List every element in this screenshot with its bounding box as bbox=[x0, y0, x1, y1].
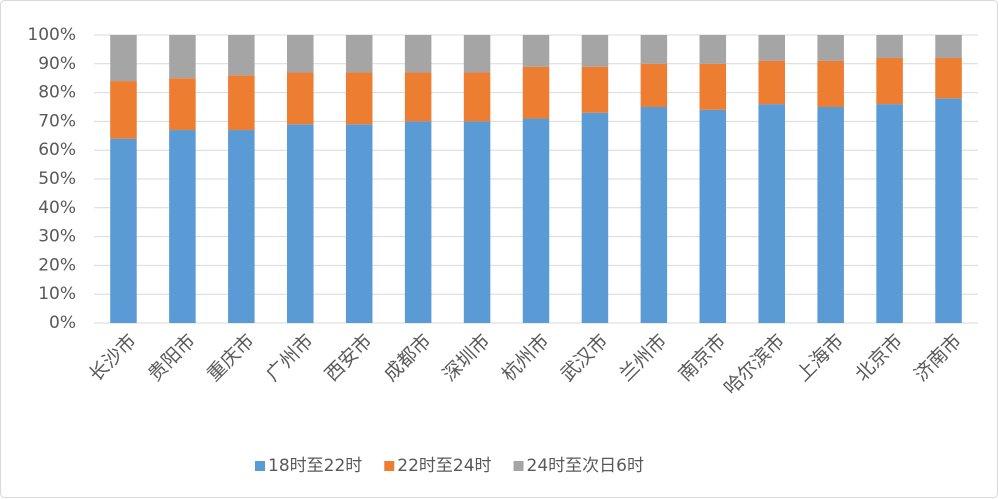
bar-segment bbox=[758, 104, 785, 324]
bar-segment bbox=[876, 58, 903, 105]
bar-segment bbox=[463, 121, 491, 324]
bar-segment bbox=[169, 78, 196, 131]
y-tick-label: 0% bbox=[49, 313, 76, 333]
legend-swatch bbox=[513, 461, 524, 471]
legend-label: 22时至24时 bbox=[397, 456, 491, 476]
legend-label: 24时至次日6时 bbox=[527, 456, 644, 476]
bar-segment bbox=[522, 35, 550, 67]
y-tick-label: 40% bbox=[38, 198, 76, 218]
bar-segment bbox=[345, 124, 373, 323]
bar-segment bbox=[110, 81, 137, 139]
bar-segment bbox=[463, 72, 491, 122]
bar-segment bbox=[876, 104, 903, 324]
bar-segment bbox=[228, 130, 255, 323]
bar-segment bbox=[640, 107, 668, 323]
y-tick-label: 90% bbox=[38, 54, 76, 74]
y-tick-label: 100% bbox=[27, 25, 76, 45]
bar-segment bbox=[935, 98, 962, 323]
bar-segment bbox=[758, 35, 785, 61]
y-tick-label: 10% bbox=[38, 284, 76, 304]
bar-segment bbox=[404, 72, 432, 122]
bar-segment bbox=[935, 35, 962, 59]
bar-segment bbox=[228, 75, 255, 131]
bar-segment bbox=[876, 35, 903, 59]
bar-segment bbox=[110, 35, 137, 82]
y-tick-label: 50% bbox=[38, 169, 76, 189]
bar-segment bbox=[581, 112, 609, 323]
bar-segment bbox=[404, 121, 432, 324]
bar-segment bbox=[699, 109, 727, 323]
bar-segment bbox=[699, 63, 727, 110]
bar-segment bbox=[817, 35, 844, 61]
bar-segment bbox=[287, 124, 314, 323]
y-tick-label: 70% bbox=[38, 111, 76, 131]
bar-segment bbox=[169, 130, 196, 323]
bar-segment bbox=[345, 72, 373, 125]
bar-segment bbox=[817, 107, 844, 323]
legend-swatch bbox=[384, 461, 395, 471]
bar-segment bbox=[404, 35, 432, 73]
bar-segment bbox=[228, 35, 255, 76]
bar-segment bbox=[581, 66, 609, 113]
bar-segment bbox=[699, 35, 727, 64]
bar-segment bbox=[581, 35, 609, 67]
bar-segment bbox=[640, 63, 668, 107]
bar-segment bbox=[287, 35, 314, 73]
legend-swatch bbox=[255, 461, 265, 471]
bar-segment bbox=[817, 60, 844, 107]
bar-segment bbox=[110, 138, 137, 323]
bar-segment bbox=[522, 66, 550, 119]
bar-segment bbox=[345, 35, 373, 73]
bar-segment bbox=[758, 60, 785, 105]
legend-label: 18时至22时 bbox=[268, 456, 362, 476]
bar-segment bbox=[522, 118, 550, 324]
bar-segment bbox=[935, 58, 962, 99]
bar-segment bbox=[287, 72, 314, 125]
y-tick-label: 80% bbox=[38, 83, 76, 103]
bar-segment bbox=[169, 35, 196, 79]
y-tick-label: 30% bbox=[38, 227, 76, 247]
y-tick-label: 20% bbox=[38, 255, 76, 275]
bar-segment bbox=[640, 35, 668, 64]
y-tick-label: 60% bbox=[38, 140, 76, 160]
bar-segment bbox=[463, 35, 491, 73]
